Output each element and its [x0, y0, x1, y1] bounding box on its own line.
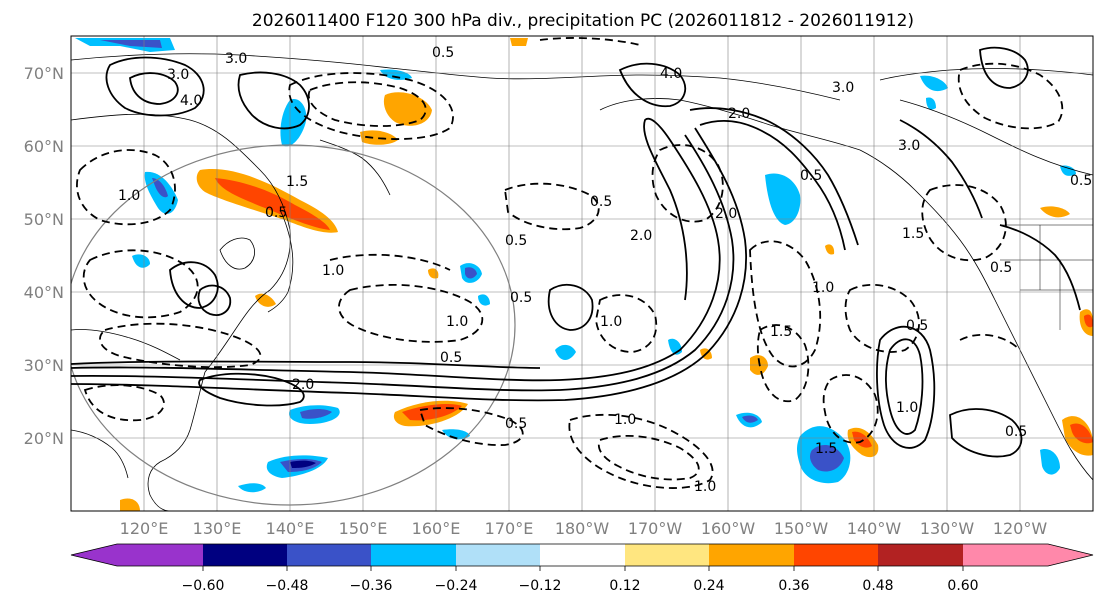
contour-label: 3.0 — [225, 51, 247, 67]
contour-label: 1.5 — [286, 174, 308, 190]
reference-circle — [71, 144, 516, 506]
contour-label: 2.0 — [630, 228, 652, 244]
lon-label: 120°W — [993, 519, 1048, 538]
lon-label: 140°W — [847, 519, 902, 538]
contour-label: 1.0 — [614, 412, 636, 428]
latitude-labels: 70°N 60°N 50°N 40°N 30°N 20°N — [24, 64, 64, 448]
contour-label: 0.5 — [1070, 173, 1092, 189]
contour-label: 0.5 — [505, 416, 527, 432]
colorbar-tick-label: 0.60 — [947, 578, 978, 594]
contour-label: 1.0 — [600, 314, 622, 330]
contour-label: 4.0 — [180, 93, 202, 109]
lon-label: 160°E — [412, 519, 461, 538]
figure-title: 2026011400 F120 300 hPa div., precipitat… — [252, 11, 914, 31]
colorbar-segment — [709, 544, 794, 566]
contour-label: 3.0 — [832, 80, 854, 96]
colorbar-tick-label: −0.36 — [350, 578, 393, 594]
lat-label: 60°N — [24, 137, 64, 156]
contour-label: 1.0 — [896, 400, 918, 416]
colorbar-segment — [287, 544, 371, 566]
colorbar-segment — [456, 544, 540, 566]
graticule — [71, 36, 1093, 511]
colorbar-tick-label: −0.24 — [435, 578, 478, 594]
lon-label: 160°W — [701, 519, 756, 538]
contour-label: 0.5 — [505, 233, 527, 249]
colorbar-tick-label: −0.48 — [266, 578, 309, 594]
colorbar-tick-label: −0.60 — [182, 578, 225, 594]
colorbar-extend-low — [71, 544, 117, 566]
contour-label: 0.5 — [510, 290, 532, 306]
contour-label: 0.5 — [990, 260, 1012, 276]
contour-label: 4.0 — [660, 66, 682, 82]
colorbar-segment — [625, 544, 709, 566]
contour-label: 2.0 — [728, 106, 750, 122]
divergence-contours-negative — [76, 37, 1064, 489]
colorbar-tick-label: −0.12 — [519, 578, 562, 594]
contour-label: 1.5 — [815, 441, 837, 457]
colorbar-segment — [203, 544, 287, 566]
colorbar-tick-label: 0.48 — [862, 578, 893, 594]
contour-label: 0.5 — [590, 194, 612, 210]
lon-label: 140°E — [266, 519, 315, 538]
colorbar-tick-label: 0.12 — [609, 578, 640, 594]
contour-label: 0.5 — [906, 318, 928, 334]
lat-label: 20°N — [24, 429, 64, 448]
contour-label: 3.0 — [167, 67, 189, 83]
divergence-contours-positive — [71, 46, 1081, 458]
colorbar-ticks — [202, 566, 964, 571]
colorbar: −0.60 −0.48 −0.36 −0.24 −0.12 0.12 0.24 … — [70, 543, 1094, 594]
lon-label: 120°E — [120, 519, 169, 538]
colorbar-segment — [117, 544, 203, 566]
colorbar-segment — [794, 544, 878, 566]
contour-label: 1.0 — [118, 188, 140, 204]
lat-label: 50°N — [24, 210, 64, 229]
colorbar-outline — [70, 543, 1094, 567]
contour-label: 0.5 — [800, 168, 822, 184]
colorbar-segment — [540, 544, 625, 566]
lon-label: 130°E — [193, 519, 242, 538]
map-frame — [70, 35, 1094, 512]
colorbar-segment — [878, 544, 963, 566]
lat-label: 70°N — [24, 64, 64, 83]
contour-label: 0.5 — [265, 205, 287, 221]
contour-label: 1.5 — [770, 324, 792, 340]
contour-label: 1.0 — [322, 263, 344, 279]
lon-label: 130°W — [920, 519, 975, 538]
lon-label: 150°W — [774, 519, 829, 538]
lat-label: 30°N — [24, 356, 64, 375]
contour-label: 0.5 — [440, 350, 462, 366]
contour-label: 3.0 — [898, 138, 920, 154]
lon-label: 180°W — [555, 519, 610, 538]
colorbar-tick-label: 0.24 — [693, 578, 724, 594]
lon-label: 150°E — [339, 519, 388, 538]
map-panel: 3.0 4.0 0.5 3.0 4.0 2.0 3.0 1.0 1.5 0.5 … — [70, 35, 1094, 512]
contour-label: 0.5 — [1005, 424, 1027, 440]
contour-label: 1.0 — [446, 314, 468, 330]
contour-label: 2.0 — [292, 377, 314, 393]
contour-label: 2.0 — [715, 206, 737, 222]
contour-label: 1.0 — [694, 479, 716, 495]
coastlines — [71, 53, 1093, 511]
colorbar-extend-high — [963, 544, 1093, 566]
contour-labels: 3.0 4.0 0.5 3.0 4.0 2.0 3.0 1.0 1.5 0.5 … — [118, 45, 1092, 495]
colorbar-segment — [371, 544, 456, 566]
contour-label: 1.5 — [902, 226, 924, 242]
political-borders — [1000, 224, 1093, 330]
lon-label: 170°W — [628, 519, 683, 538]
precipitation-shading — [75, 38, 1093, 511]
contour-label: 1.0 — [812, 280, 834, 296]
longitude-labels: 120°E 130°E 140°E 150°E 160°E 170°E 180°… — [120, 519, 1048, 538]
colorbar-tick-label: 0.36 — [778, 578, 809, 594]
lat-label: 40°N — [24, 283, 64, 302]
lon-label: 170°E — [485, 519, 534, 538]
contour-label: 0.5 — [432, 45, 454, 61]
